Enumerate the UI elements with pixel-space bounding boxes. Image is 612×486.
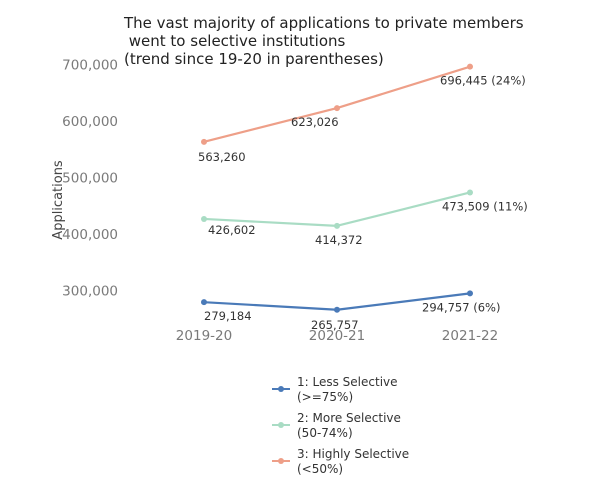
data-point: [334, 105, 340, 112]
x-axis-ticks: 2019-20 2020-21 2021-22: [176, 328, 498, 344]
data-label: 696,445 (24%): [440, 74, 526, 88]
series-layer: 279,184 265,757 294,757 (6%) 426,602 414,372…: [198, 63, 528, 332]
legend-label: (<50%): [297, 462, 343, 476]
data-label: 563,260: [198, 150, 246, 164]
x-tick-label: 2020-21: [309, 328, 365, 344]
chart-title: The vast majority of applications to pri…: [123, 14, 524, 68]
series-line: [203, 191, 471, 227]
data-point: [467, 290, 473, 297]
x-tick-label: 2021-22: [442, 328, 498, 344]
data-label: 265,757: [311, 318, 359, 332]
y-tick-label: 500,000: [62, 171, 118, 187]
legend: 1: Less Selective(>=75%) 2: More Selectiv…: [272, 375, 409, 476]
legend-item: 2: More Selective(50-74%): [272, 411, 401, 440]
chart-title-line-3: (trend since 19-20 in parentheses): [124, 50, 384, 68]
y-tick-label: 600,000: [62, 114, 118, 130]
series-line: [203, 65, 471, 143]
y-axis-label: Applications: [51, 160, 66, 240]
chart-title-line-2: went to selective institutions: [124, 32, 346, 50]
y-tick-label: 300,000: [62, 283, 118, 299]
data-point: [201, 138, 207, 145]
legend-label: 1: Less Selective: [297, 375, 398, 389]
legend-swatch-marker: [278, 458, 284, 464]
data-label: 414,372: [315, 233, 363, 247]
y-tick-label: 700,000: [62, 58, 118, 74]
data-point: [334, 222, 340, 229]
legend-swatch-marker: [278, 386, 284, 392]
data-label: 473,509 (11%): [442, 199, 528, 213]
data-point: [334, 306, 340, 313]
legend-label: (50-74%): [297, 426, 353, 440]
y-axis-ticks: 300,000 400,000 500,000 600,000 700,000: [62, 58, 118, 300]
legend-swatch-marker: [278, 422, 284, 428]
data-point: [467, 189, 473, 196]
y-tick-label: 400,000: [62, 227, 118, 243]
data-point: [467, 63, 473, 70]
data-point: [201, 299, 207, 306]
data-point: [201, 215, 207, 222]
legend-item: 3: Highly Selective(<50%): [272, 447, 409, 476]
legend-label: 2: More Selective: [297, 411, 401, 425]
data-label: 294,757 (6%): [422, 300, 500, 314]
x-tick-label: 2019-20: [176, 328, 232, 344]
data-label: 279,184: [204, 309, 252, 323]
legend-label: (>=75%): [297, 390, 353, 404]
chart-title-line-1: The vast majority of applications to pri…: [123, 14, 524, 32]
legend-label: 3: Highly Selective: [297, 447, 409, 461]
data-label: 426,602: [208, 223, 256, 237]
legend-item: 1: Less Selective(>=75%): [272, 375, 398, 404]
data-label: 623,026: [291, 115, 339, 129]
